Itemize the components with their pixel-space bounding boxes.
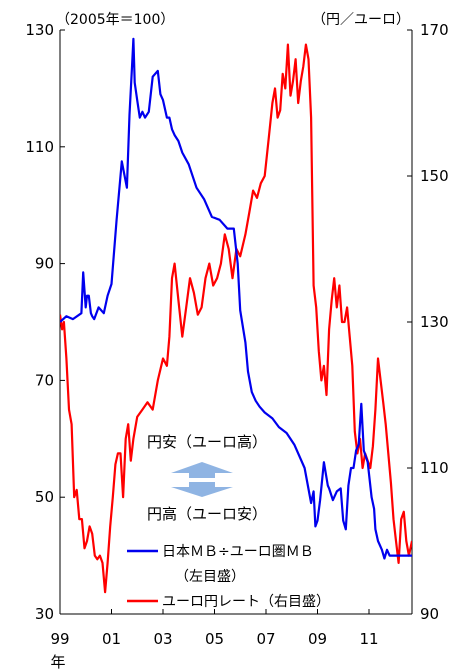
x-tick-label: 07	[256, 630, 275, 648]
left-tick-label: 30	[35, 605, 54, 623]
right-tick-label: 150	[420, 167, 449, 185]
left-axis: 30 50 70 90 110 130	[25, 21, 65, 623]
right-axis: 90 110 130 150 170	[407, 21, 449, 623]
up-arrow-icon	[171, 462, 233, 478]
x-axis: 99 01 03 05 07 09 11	[50, 609, 379, 648]
x-tick-label: 99	[50, 630, 69, 648]
right-tick-label: 90	[420, 605, 439, 623]
left-tick-label: 110	[25, 138, 54, 156]
x-tick-label: 03	[153, 630, 172, 648]
legend-fx-label: ユーロ円レート（右目盛）	[162, 594, 330, 610]
fx-rate-line	[60, 43, 412, 594]
right-tick-label: 110	[420, 459, 449, 477]
weak-yen-label: 円安（ユーロ高）	[147, 433, 267, 451]
right-tick-label: 170	[420, 21, 449, 39]
right-tick-label: 130	[420, 313, 449, 331]
legend-mb-note: （左目盛）	[175, 569, 245, 585]
x-axis-unit: 年	[50, 653, 65, 671]
left-tick-label: 90	[35, 255, 54, 273]
strong-yen-label: 円高（ユーロ安）	[147, 505, 267, 523]
legend-mb-label: 日本ＭＢ÷ユーロ圏ＭＢ	[162, 544, 314, 560]
down-arrow-icon	[171, 482, 233, 497]
x-tick-label: 11	[359, 630, 378, 648]
left-tick-label: 130	[25, 21, 54, 39]
x-tick-label: 01	[102, 630, 121, 648]
mb-ratio-line	[60, 37, 412, 560]
left-tick-label: 70	[35, 371, 54, 389]
x-tick-label: 09	[308, 630, 327, 648]
left-axis-unit: （2005年＝100）	[56, 12, 174, 28]
x-tick-label: 05	[205, 630, 224, 648]
right-axis-unit: （円／ユーロ）	[312, 12, 410, 28]
left-tick-label: 50	[35, 488, 54, 506]
